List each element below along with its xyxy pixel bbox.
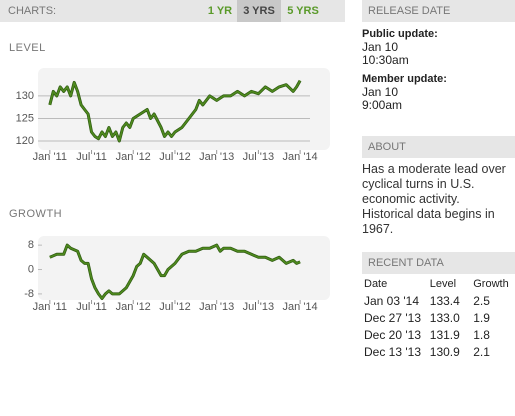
recent-table-wrap: Date Level Growth Jan 03 '14 133.4 2.5 Dec 27 … xyxy=(362,276,515,361)
cell: 1.8 xyxy=(473,328,490,342)
header-row: Date Level Growth xyxy=(362,276,515,293)
cell: 131.9 xyxy=(429,328,460,342)
x-tick-label: Jul '11 xyxy=(76,151,107,163)
recent-header: RECENT DATA xyxy=(362,252,515,274)
release-header: RELEASE DATE xyxy=(362,0,515,22)
data-row: Dec 13 '13 130.9 2.1 xyxy=(362,344,515,361)
section-title: GROWTH xyxy=(9,208,63,220)
x-tick-label: Jul '12 xyxy=(159,151,190,163)
x-tick-label: Jan '13 xyxy=(199,301,234,313)
x-tick-label: Jan '14 xyxy=(283,301,318,313)
member-date: Jan 10 xyxy=(362,85,399,99)
x-tick-label: Jul '11 xyxy=(76,301,107,313)
data-row: Dec 27 '13 133.0 1.9 xyxy=(362,310,515,327)
public-label: Public update: xyxy=(362,28,438,40)
y-tick-label: 130 xyxy=(16,90,34,102)
cell: Dec 13 '13 xyxy=(364,345,421,359)
column-header: Growth xyxy=(473,278,509,290)
recent-table: Date Level Growth Jan 03 '14 133.4 2.5 Dec 27 … xyxy=(362,276,515,361)
y-tick-label: 8 xyxy=(28,239,34,251)
x-tick-label: Jan '11 xyxy=(33,151,67,163)
release-info: Public update: Jan 10 10:30am Member upd… xyxy=(362,28,447,112)
x-tick-label: Jan '12 xyxy=(116,301,151,313)
tab[interactable]: 3 YRS xyxy=(237,0,281,22)
cell: 2.5 xyxy=(473,294,490,308)
member-label: Member update: xyxy=(362,73,447,85)
tab[interactable]: 5 YRS xyxy=(287,5,319,17)
x-tick-label: Jul '13 xyxy=(243,151,274,163)
column-header: Date xyxy=(364,278,388,290)
x-tick-label: Jan '11 xyxy=(33,301,67,313)
cell: 133.0 xyxy=(429,311,460,325)
y-tick-label: 0 xyxy=(28,263,34,275)
public-date: Jan 10 xyxy=(362,40,399,54)
charts-label: CHARTS: xyxy=(8,5,57,17)
x-tick-label: Jan '12 xyxy=(116,151,151,163)
about-text: Has a moderate lead over cyclical turns … xyxy=(362,162,506,236)
y-tick-label: 120 xyxy=(16,135,34,147)
cell: Dec 20 '13 xyxy=(364,328,421,342)
column-header: Level xyxy=(429,278,457,290)
cell: Dec 27 '13 xyxy=(364,311,421,325)
cell: 130.9 xyxy=(429,345,460,359)
section-title: LEVEL xyxy=(9,42,46,54)
cell: 1.9 xyxy=(473,311,490,325)
data-row: Jan 03 '14 133.4 2.5 xyxy=(362,293,515,310)
x-tick-label: Jul '12 xyxy=(159,301,190,313)
line xyxy=(49,80,301,142)
y-tick-label: -8 xyxy=(24,288,34,300)
x-tick-label: Jan '13 xyxy=(199,151,234,163)
x-tick-label: Jan '14 xyxy=(283,151,318,163)
plot-area xyxy=(38,68,330,150)
cell: Jan 03 '14 xyxy=(364,294,420,308)
tab[interactable]: 1 YR xyxy=(207,5,233,17)
about-header: ABOUT xyxy=(362,136,515,158)
x-tick-label: Jul '13 xyxy=(243,301,274,313)
cell: 133.4 xyxy=(429,294,460,308)
member-time: 9:00am xyxy=(362,98,403,112)
charts: 120 125 130 Jan '11 Jul '11 Jan '12 Jul '12 Jan… xyxy=(16,68,330,313)
y-tick-label: 125 xyxy=(16,112,34,124)
line xyxy=(49,244,301,300)
public-time: 10:30am xyxy=(362,53,409,67)
plot-area xyxy=(38,236,330,300)
cell: 2.1 xyxy=(473,345,490,359)
data-row: Dec 20 '13 131.9 1.8 xyxy=(362,327,515,344)
